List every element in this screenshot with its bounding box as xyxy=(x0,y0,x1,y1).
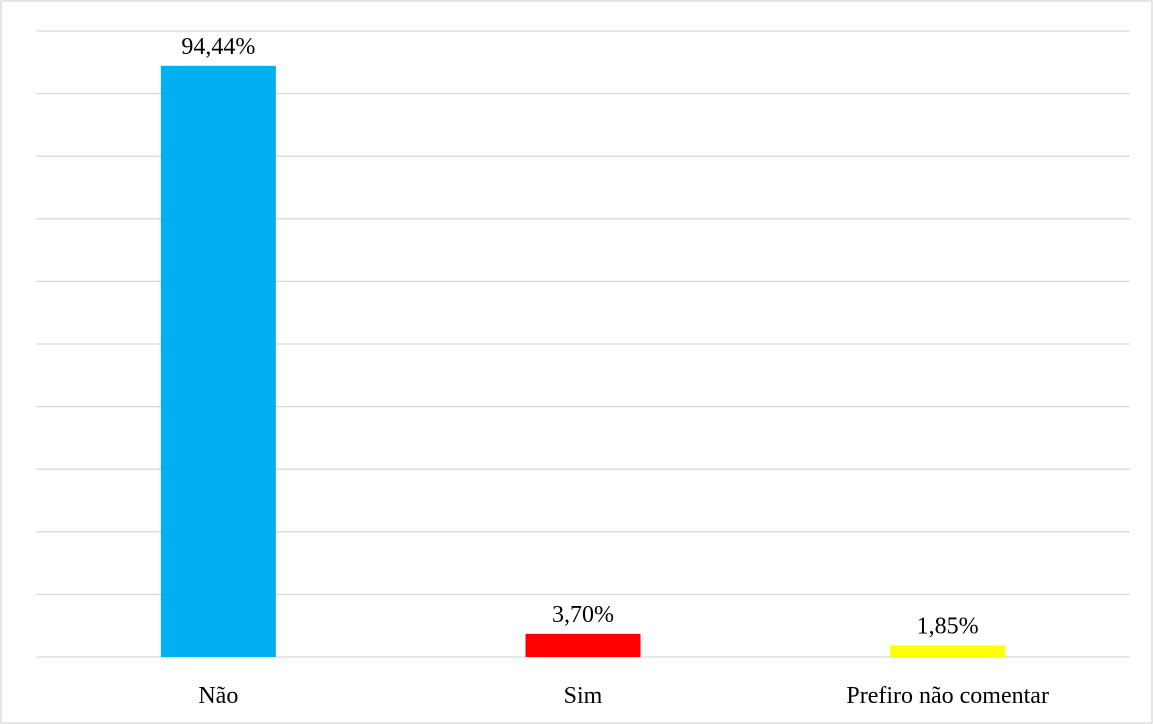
data-label-2: 1,85% xyxy=(917,613,979,639)
data-labels: 94,44% 3,70% 1,85% xyxy=(181,34,978,640)
data-label-1: 3,70% xyxy=(552,602,614,628)
data-label-0: 94,44% xyxy=(181,34,255,60)
bars xyxy=(160,65,1006,657)
category-label-2: Prefiro não comentar xyxy=(846,683,1049,709)
bar-1 xyxy=(525,633,641,657)
category-axis-labels: Não Sim Prefiro não comentar xyxy=(198,683,1049,709)
category-label-1: Sim xyxy=(564,683,603,709)
category-label-0: Não xyxy=(198,683,238,709)
bar-0 xyxy=(160,65,276,657)
bar-2 xyxy=(890,645,1006,657)
